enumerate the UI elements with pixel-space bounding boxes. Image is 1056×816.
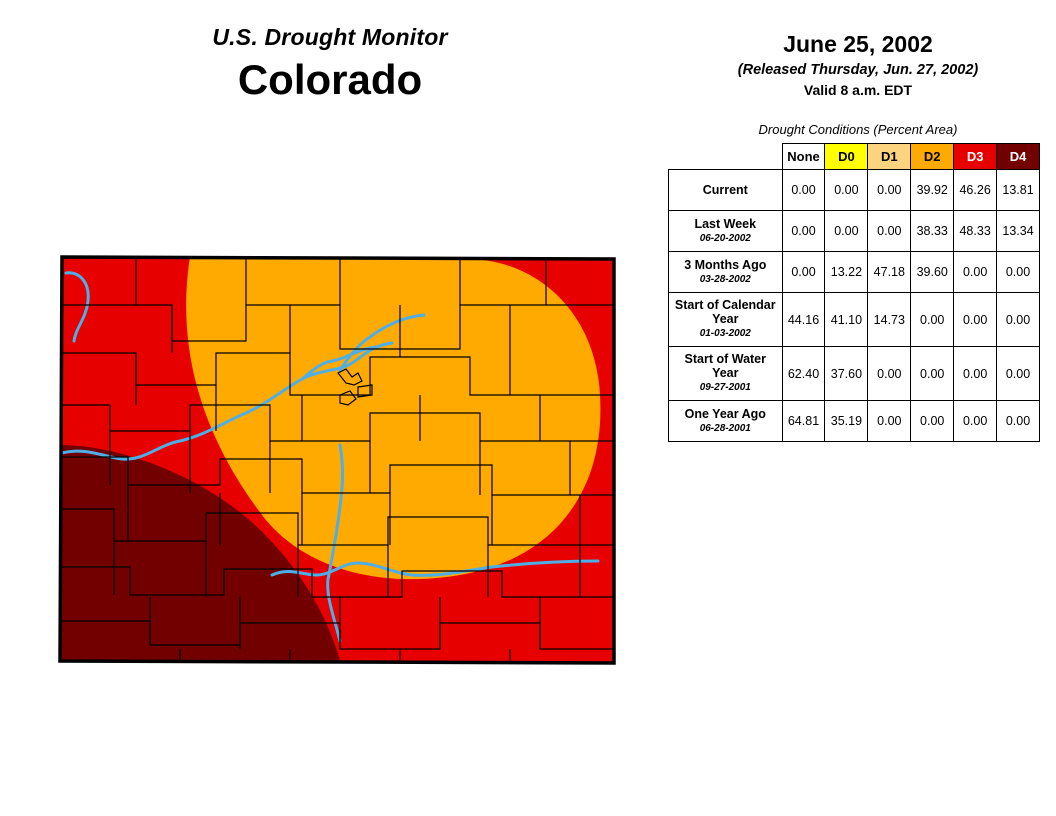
table-caption: Drought Conditions (Percent Area) xyxy=(758,122,958,137)
date-block: June 25, 2002 (Released Thursday, Jun. 2… xyxy=(660,30,1056,100)
row-label-date: 06-20-2002 xyxy=(699,232,751,244)
cell-none: 64.81 xyxy=(781,400,826,442)
cell-d1: 47.18 xyxy=(867,251,912,293)
cell-d4: 13.81 xyxy=(996,169,1040,211)
cell-d4: 0.00 xyxy=(996,400,1040,442)
valid-time: Valid 8 a.m. EDT xyxy=(803,82,913,98)
cell-d0: 0.00 xyxy=(824,169,869,211)
cell-d1: 0.00 xyxy=(867,169,912,211)
map-rivers xyxy=(60,271,600,643)
row-label-title: Last Week xyxy=(694,216,757,231)
table-row: Current 0.00 0.00 0.00 39.92 46.26 13.81 xyxy=(668,169,1040,211)
row-label: Current xyxy=(668,169,783,211)
state-title: Colorado xyxy=(237,56,423,103)
table-col-header-none: None xyxy=(781,143,826,170)
cell-d2: 38.33 xyxy=(910,210,955,252)
cell-d2: 0.00 xyxy=(910,400,955,442)
table-col-header-d0: D0 xyxy=(824,143,869,170)
table-col-header-d4: D4 xyxy=(996,143,1040,170)
cell-d1: 0.00 xyxy=(867,210,912,252)
cell-d1: 0.00 xyxy=(867,346,912,401)
cell-d2: 39.60 xyxy=(910,251,955,293)
cell-d4: 13.34 xyxy=(996,210,1040,252)
cell-d1: 0.00 xyxy=(867,400,912,442)
table-col-header-d3: D3 xyxy=(953,143,998,170)
row-label: Start of Calendar Year 01-03-2002 xyxy=(668,292,783,347)
map-panel: U.S. Drought Monitor Colorado xyxy=(0,22,660,685)
table-row: Start of Calendar Year 01-03-2002 44.16 41.… xyxy=(668,292,1040,347)
table-row: Start of Water Year 09-27-2001 62.40 37.60 0… xyxy=(668,346,1040,401)
row-label-title: 3 Months Ago xyxy=(684,257,767,272)
table-col-header-d1: D1 xyxy=(867,143,912,170)
drought-conditions-table: None D0 D1 D2 D3 D4 Current 0.00 0.00 0.00 39.92 4… xyxy=(668,143,1040,442)
cell-d3: 48.33 xyxy=(953,210,998,252)
cell-d3: 46.26 xyxy=(953,169,998,211)
cell-d0: 41.10 xyxy=(824,292,869,347)
cell-d4: 0.00 xyxy=(996,346,1040,401)
cell-none: 0.00 xyxy=(781,169,826,211)
row-label-date: 09-27-2001 xyxy=(699,382,751,393)
cell-none: 0.00 xyxy=(781,210,826,252)
table-header-row: None D0 D1 D2 D3 D4 xyxy=(669,143,1040,170)
cell-d4: 0.00 xyxy=(996,251,1040,293)
program-title: U.S. Drought Monitor xyxy=(212,24,448,50)
cell-none: 44.16 xyxy=(781,292,826,347)
row-label: Last Week 06-20-2002 xyxy=(668,210,783,252)
cell-d3: 0.00 xyxy=(953,400,998,442)
row-label: 3 Months Ago 03-28-2002 xyxy=(668,251,783,293)
cell-d0: 35.19 xyxy=(824,400,869,442)
release-date: (Released Thursday, Jun. 27, 2002) xyxy=(737,62,979,78)
row-label: Start of Water Year 09-27-2001 xyxy=(668,346,783,401)
cell-d2: 0.00 xyxy=(910,292,955,347)
table-header: None D0 D1 D2 D3 D4 xyxy=(669,143,1040,170)
state-outline xyxy=(58,255,616,665)
cell-d3: 0.00 xyxy=(953,292,998,347)
colorado-map-svg[interactable] xyxy=(40,245,640,685)
cell-none: 62.40 xyxy=(781,346,826,401)
table-row: Last Week 06-20-2002 0.00 0.00 0.00 38.33 48.3… xyxy=(668,210,1040,252)
title-block: U.S. Drought Monitor Colorado xyxy=(0,22,660,106)
table-col-header-d2: D2 xyxy=(910,143,955,170)
cell-d3: 0.00 xyxy=(953,346,998,401)
cell-d4: 0.00 xyxy=(996,292,1040,347)
table-row: 3 Months Ago 03-28-2002 0.00 13.22 47.18 39.6… xyxy=(668,251,1040,293)
cell-d2: 0.00 xyxy=(910,346,955,401)
drought-map[interactable] xyxy=(40,245,640,685)
row-label: One Year Ago 06-28-2001 xyxy=(668,400,783,442)
cell-d1: 14.73 xyxy=(867,292,912,347)
row-label-title: One Year Ago xyxy=(684,406,766,421)
table-body: Current 0.00 0.00 0.00 39.92 46.26 13.81 Last W… xyxy=(668,169,1040,442)
row-label-title: Start of Water Year xyxy=(684,352,767,380)
row-label-date: 03-28-2002 xyxy=(699,273,751,285)
cell-d0: 37.60 xyxy=(824,346,869,401)
row-label-title: Start of Calendar Year xyxy=(674,298,776,326)
cell-none: 0.00 xyxy=(781,251,826,293)
cell-d2: 39.92 xyxy=(910,169,955,211)
table-corner-cell xyxy=(669,144,783,170)
cell-d0: 13.22 xyxy=(824,251,869,293)
info-panel: June 25, 2002 (Released Thursday, Jun. 2… xyxy=(660,0,1056,816)
table-row: One Year Ago 06-28-2001 64.81 35.19 0.00 0.00… xyxy=(668,400,1040,442)
region-d4-exceptional xyxy=(60,445,340,661)
map-county-lines xyxy=(60,259,614,663)
row-label-date: 06-28-2001 xyxy=(699,422,751,434)
cell-d0: 0.00 xyxy=(824,210,869,252)
valid-date: June 25, 2002 xyxy=(783,31,933,57)
row-label-date: 01-03-2002 xyxy=(699,328,751,339)
cell-d3: 0.00 xyxy=(953,251,998,293)
row-label-title: Current xyxy=(702,183,748,197)
